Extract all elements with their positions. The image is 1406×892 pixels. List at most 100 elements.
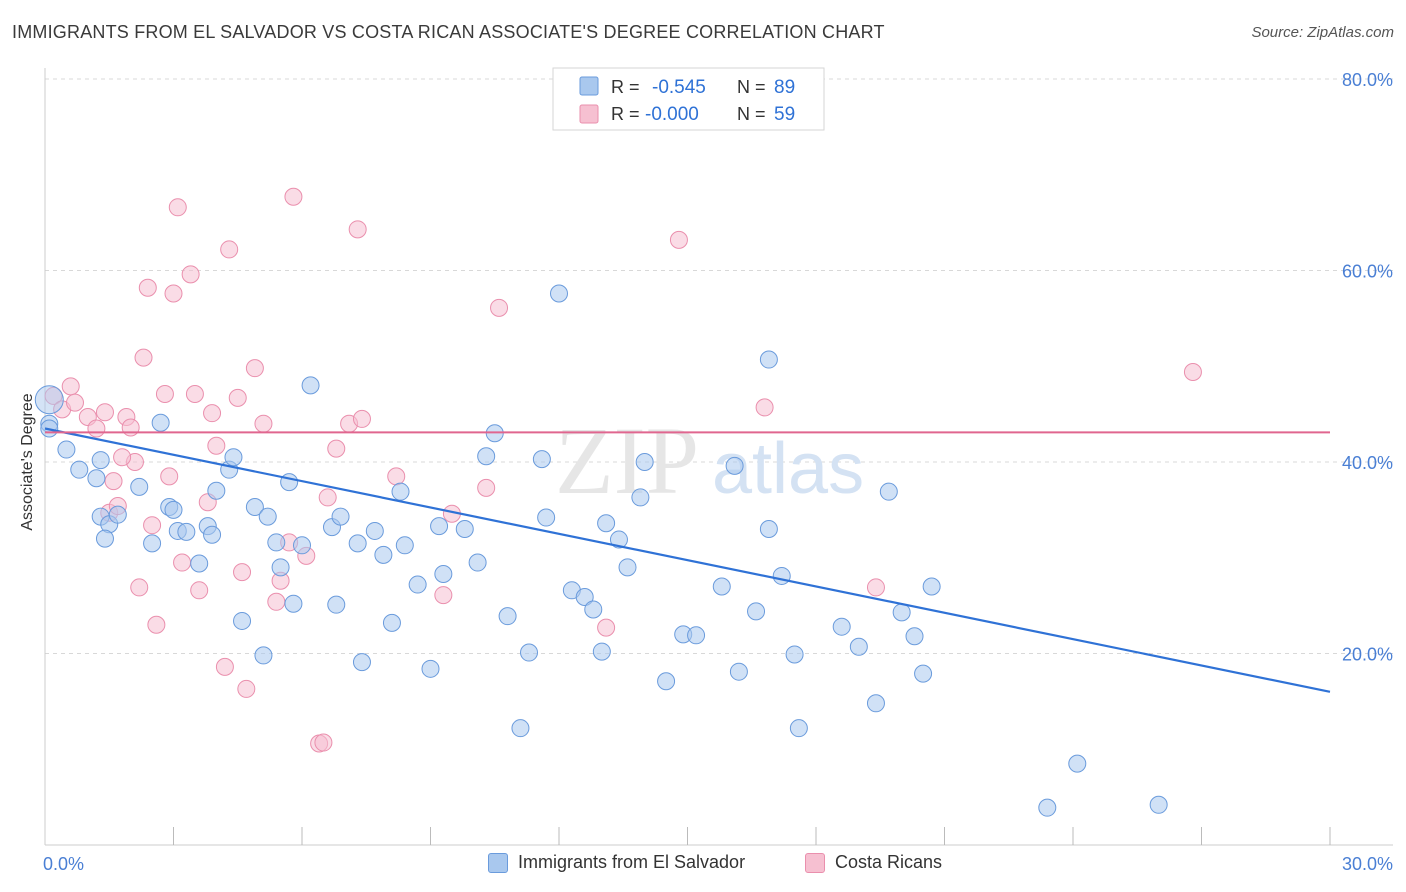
el-salvador-point [408,575,427,594]
el-salvador-point [130,477,149,496]
costa-ricans-point [113,448,132,467]
legend-r-value: -0.000 [645,104,699,125]
legend-swatch-pink [579,104,599,124]
el-salvador-point [657,672,676,691]
costa-ricans-point [160,467,179,486]
legend-swatch-blue [488,852,508,873]
costa-ricans-point [434,586,453,605]
el-salvador-point [712,577,731,596]
el-salvador-point [772,566,791,585]
el-salvador-point [254,646,273,665]
el-salvador-point [498,607,517,626]
costa-ricans-point [348,220,367,239]
el-salvador-point [905,627,924,646]
el-salvador-point [164,500,183,519]
el-salvador-point [468,553,487,572]
costa-ricans-point [669,230,688,249]
el-salvador-point [108,505,127,524]
costa-ricans-point [597,618,616,637]
costa-ricans-point [267,592,286,611]
costa-ricans-point [168,198,187,217]
el-salvador-trend-line [44,427,1331,693]
costa-ricans-point [866,578,885,597]
el-salvador-point [177,522,196,541]
el-salvador-point [207,481,226,500]
costa-ricans-point [352,409,371,428]
el-salvador-point [348,534,367,553]
el-salvador-point [759,350,778,369]
costa-ricans-point [237,679,256,698]
watermark-zip: ZIP [555,407,699,514]
legend-item-el-salvador: Immigrants from El Salvador [488,852,745,873]
costa-ricans-point [138,278,157,297]
costa-ricans-point [130,578,149,597]
costa-ricans-point [207,436,226,455]
legend-r-label: R = [611,104,645,124]
el-salvador-point [327,595,346,614]
el-salvador-point [258,507,277,526]
legend-swatch-pink [805,852,825,873]
el-salvador-point [233,611,252,630]
el-salvador-point [520,643,539,662]
costa-ricans-point [147,615,166,634]
el-salvador-point [57,440,76,459]
el-salvador-point [914,664,933,683]
axes [44,68,1393,846]
costa-ricans-point [185,385,204,404]
el-salvador-point [245,498,264,517]
x-tick-label: 0.0% [43,854,84,874]
el-salvador-point [747,602,766,621]
el-salvador-point [879,482,898,501]
el-salvador-point [729,662,748,681]
el-salvador-point [477,447,496,466]
el-salvador-point [143,534,162,553]
el-salvador-point [537,508,556,527]
el-salvador-point [365,521,384,540]
series-legend: Immigrants from El Salvador Costa Ricans [0,852,1406,878]
source-label: Source: ZipAtlas.com [1251,24,1394,41]
legend-n-value: 59 [774,104,795,125]
legend-r-label: R = [611,77,645,97]
el-salvador-point [190,554,209,573]
costa-ricans-point [228,388,247,407]
el-salvador-point [203,525,222,544]
el-salvador-point [331,507,350,526]
legend-label: Immigrants from El Salvador [518,852,746,872]
el-salvador-point [267,533,286,552]
el-salvador-point [849,637,868,656]
el-salvador-point [382,613,401,632]
costa-ricans-point [318,488,337,507]
costa-ricans-point [181,265,200,284]
costa-ricans-point [245,359,264,378]
chart-title: IMMIGRANTS FROM EL SALVADOR VS COSTA RIC… [12,22,885,42]
el-salvador-point [87,469,106,488]
el-salvador-point [550,284,568,303]
costa-ricans-point [173,553,192,572]
costa-ricans-point [155,385,174,404]
costa-ricans-point [104,472,123,491]
el-salvador-point [352,653,371,672]
el-salvador-point [34,385,64,415]
legend-n-label: N = [737,104,771,124]
x-tick-label: 30.0% [1342,854,1393,874]
el-salvador-point [511,719,530,738]
legend-label: Costa Ricans [835,852,943,872]
el-salvador-point [575,588,594,607]
costa-ricans-point [220,240,239,259]
y-tick-label: 80.0% [1342,70,1393,90]
legend-item-costa-ricans: Costa Ricans [805,852,942,873]
el-salvador-point [618,558,637,577]
el-salvador-point [1038,798,1057,817]
legend-r-value: -0.545 [652,77,706,98]
el-salvador-point [532,450,551,469]
costa-ricans-point [1183,362,1202,381]
legend-n-value: 89 [774,77,795,98]
el-salvador-point [374,545,393,564]
y-tick-label: 60.0% [1342,262,1393,282]
costa-ricans-point [233,563,252,582]
el-salvador-point [725,456,744,475]
y-tick-label: 40.0% [1342,453,1393,473]
costa-ricans-point [284,187,303,206]
el-salvador-point [151,413,170,432]
costa-ricans-point [190,581,209,600]
